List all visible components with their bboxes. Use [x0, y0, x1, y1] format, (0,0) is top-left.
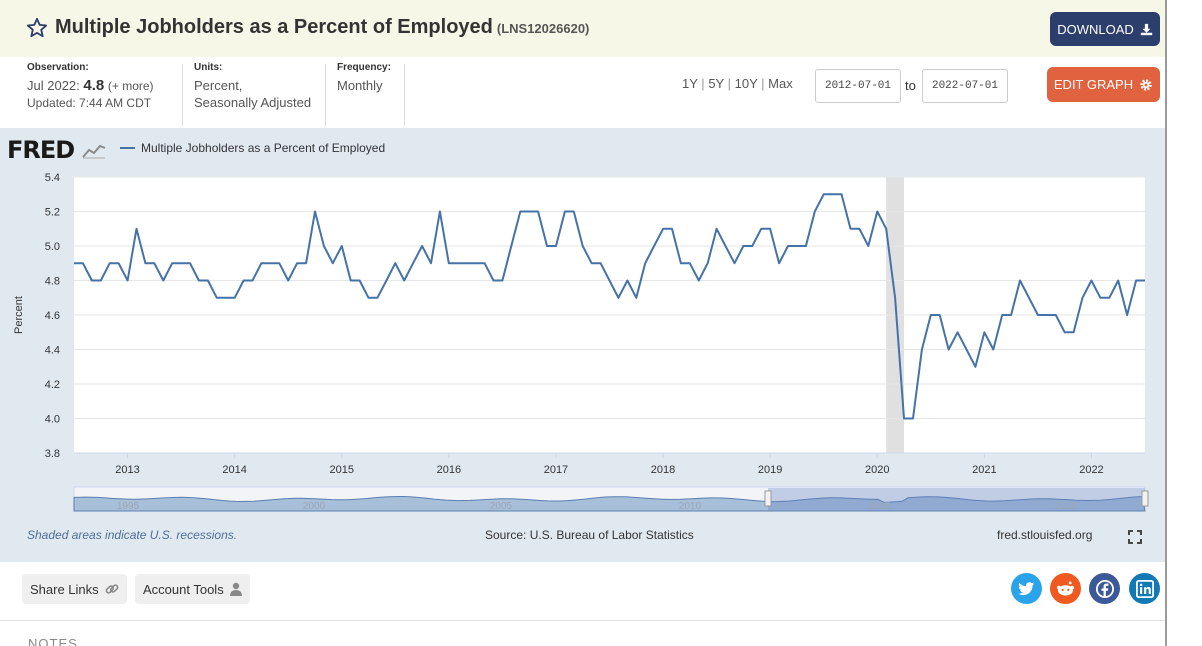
navigator-year-label: 2020	[1055, 501, 1078, 512]
observation-period: Jul 2022:	[27, 78, 80, 93]
navigator-window[interactable]	[768, 488, 1145, 511]
range-1y-link[interactable]: 1Y	[682, 76, 698, 91]
legend-swatch	[120, 147, 135, 149]
series-title: Multiple Jobholders as a Percent of Empl…	[55, 16, 493, 38]
observation-line: Jul 2022: 4.8 (+ more)	[27, 77, 154, 95]
navigator-year-label: 2015	[868, 501, 891, 512]
observation-label: Observation:	[27, 62, 89, 73]
y-tick-label: 4.4	[45, 345, 60, 357]
start-date-input[interactable]: 2012-07-01	[815, 69, 901, 103]
navigator-year-label: 2000	[303, 501, 326, 512]
frequency-label: Frequency:	[337, 62, 391, 73]
header-bar: Multiple Jobholders as a Percent of Empl…	[0, 0, 1165, 57]
page: Multiple Jobholders as a Percent of Empl…	[0, 0, 1165, 646]
x-tick-label: 2021	[972, 464, 996, 476]
units-line1: Percent,	[194, 78, 243, 93]
navigator-handle[interactable]	[1141, 490, 1149, 507]
x-tick-label: 2013	[115, 464, 139, 476]
y-tick-label: 4.6	[45, 310, 60, 322]
observation-block: Observation: Jul 2022: 4.8 (+ more) Upda…	[27, 62, 154, 112]
y-tick-label: 5.2	[45, 207, 60, 219]
range-separator: |	[701, 76, 705, 91]
gear-icon	[1140, 78, 1152, 91]
window-scrollbar[interactable]	[1165, 0, 1202, 646]
y-tick-label: 4.0	[45, 414, 60, 426]
to-label: to	[905, 78, 916, 93]
meta-divider	[404, 64, 405, 126]
link-icon	[105, 584, 119, 594]
y-tick-label: 5.4	[45, 172, 60, 184]
navigator-year-label: 2010	[679, 501, 702, 512]
chart-legend: Multiple Jobholders as a Percent of Empl…	[120, 141, 385, 155]
units-label: Units:	[194, 62, 223, 73]
series-id: (LNS12026620)	[496, 21, 590, 36]
share-links-label: Share Links	[30, 581, 99, 597]
x-tick-label: 2016	[437, 464, 461, 476]
meta-divider	[182, 64, 183, 126]
frequency-value: Monthly	[337, 78, 383, 93]
units-block: Units: Percent, Seasonally Adjusted	[194, 62, 311, 111]
notes-heading: NOTES	[28, 636, 78, 646]
observation-value: 4.8	[83, 77, 105, 94]
account-tools-button[interactable]: Account Tools	[135, 574, 250, 604]
end-date-input[interactable]: 2022-07-01	[922, 69, 1008, 103]
recession-note: Shaded areas indicate U.S. recessions.	[27, 528, 238, 542]
linkedin-icon[interactable]	[1129, 573, 1160, 604]
range-links: 1Y | 5Y | 10Y | Max	[682, 76, 793, 91]
graph-panel: FRED Multiple Jobholders as a Percent of…	[0, 128, 1165, 562]
y-tick-label: 4.8	[45, 276, 60, 288]
notes-divider	[0, 620, 1165, 621]
observation-more-link[interactable]: (+ more)	[107, 79, 154, 93]
y-tick-label: 5.0	[45, 241, 60, 253]
series-line[interactable]	[74, 193, 1145, 420]
download-button[interactable]: DOWNLOAD	[1050, 12, 1160, 46]
meta-divider	[325, 64, 326, 126]
legend-label: Multiple Jobholders as a Percent of Empl…	[141, 141, 386, 155]
reddit-icon[interactable]	[1050, 573, 1081, 604]
x-tick-label: 2018	[651, 464, 675, 476]
navigator-year-label: 2005	[490, 501, 513, 512]
y-tick-label: 3.8	[45, 448, 60, 460]
star-icon[interactable]	[26, 17, 48, 39]
range-max-link[interactable]: Max	[768, 76, 793, 91]
range-5y-link[interactable]: 5Y	[708, 76, 724, 91]
frequency-block: Frequency: Monthly	[337, 62, 391, 94]
y-axis-label: Percent	[13, 296, 25, 334]
fullscreen-icon[interactable]	[1128, 530, 1142, 544]
fred-site-link[interactable]: fred.stlouisfed.org	[997, 528, 1093, 542]
x-tick-label: 2017	[544, 464, 568, 476]
page-title: Multiple Jobholders as a Percent of Empl…	[55, 16, 589, 39]
navigator-handle[interactable]	[764, 490, 772, 507]
range-10y-link[interactable]: 10Y	[734, 76, 758, 91]
twitter-icon[interactable]	[1011, 573, 1042, 604]
updated-time: Updated: 7:44 AM CDT	[27, 96, 152, 110]
fred-logo-text: FRED	[7, 136, 75, 164]
user-icon	[229, 582, 242, 596]
account-tools-label: Account Tools	[143, 581, 224, 597]
navigator-year-label: 1995	[117, 501, 140, 512]
fred-chart-icon	[81, 144, 105, 159]
x-tick-label: 2020	[865, 464, 889, 476]
fred-logo: FRED	[7, 136, 106, 164]
x-tick-label: 2014	[222, 464, 246, 476]
y-tick-label: 4.2	[45, 379, 60, 391]
line-chart[interactable]: 3.8 4.0 4.2 4.4 4.6 4.8 5.0 5.2 5.4 Percent 2013 20…	[0, 128, 1165, 528]
edit-graph-label: EDIT GRAPH	[1053, 77, 1134, 92]
x-tick-label: 2022	[1079, 464, 1103, 476]
edit-graph-button[interactable]: EDIT GRAPH	[1047, 67, 1160, 102]
source-note: Source: U.S. Bureau of Labor Statistics	[485, 528, 694, 542]
units-line2: Seasonally Adjusted	[194, 95, 312, 110]
range-separator: |	[761, 76, 765, 91]
facebook-icon[interactable]	[1089, 573, 1120, 604]
x-tick-label: 2015	[330, 464, 354, 476]
x-tick-label: 2019	[758, 464, 782, 476]
download-label: DOWNLOAD	[1057, 21, 1134, 37]
range-separator: |	[727, 76, 731, 91]
share-links-button[interactable]: Share Links	[22, 574, 127, 604]
download-icon	[1140, 23, 1152, 35]
navigator-series	[73, 496, 1146, 512]
